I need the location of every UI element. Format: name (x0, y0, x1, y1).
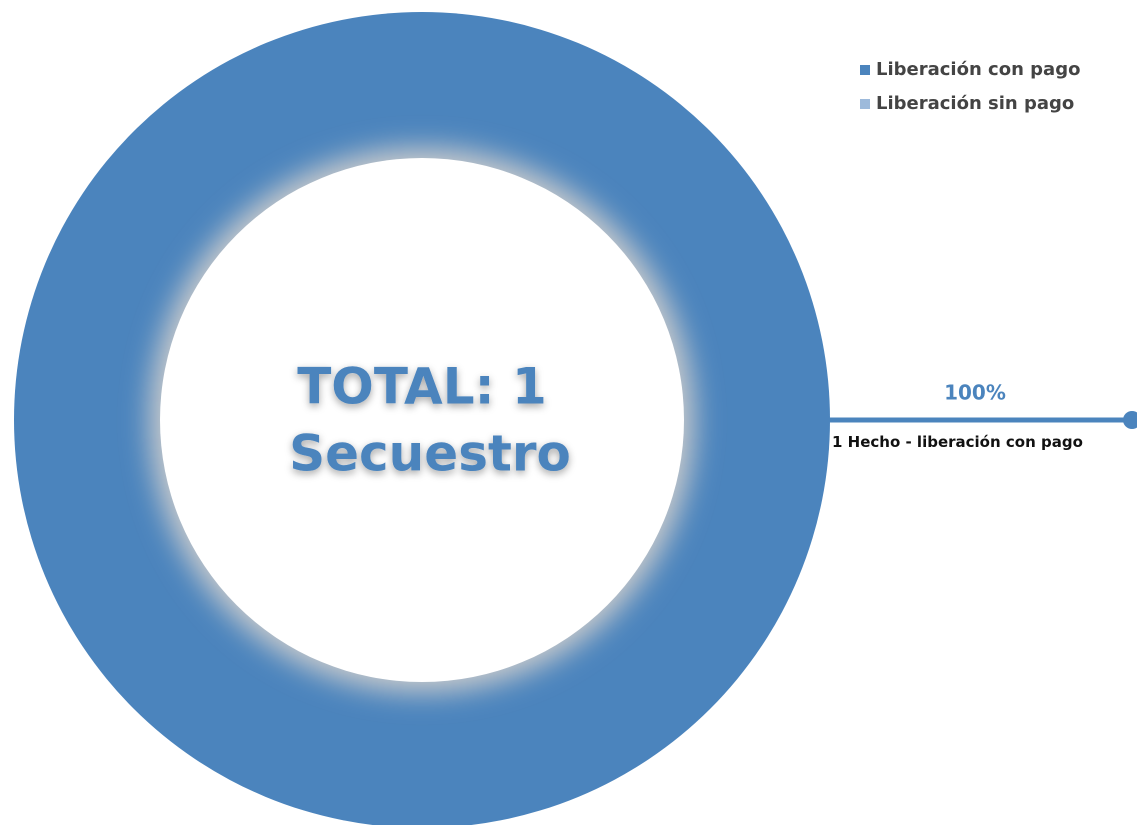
legend-swatch (860, 99, 870, 109)
donut-hole (160, 158, 684, 682)
leader-dot (1123, 411, 1137, 429)
legend-label: Liberación con pago (876, 59, 1080, 80)
annotation: 1 Hecho - liberación con pago (832, 433, 1083, 451)
value-label: 100% (944, 381, 1006, 405)
legend-label: Liberación sin pago (876, 93, 1074, 114)
center-title: TOTAL: 1 (297, 358, 547, 416)
center-subtitle: Secuestro (289, 425, 571, 483)
legend-swatch (860, 65, 870, 75)
